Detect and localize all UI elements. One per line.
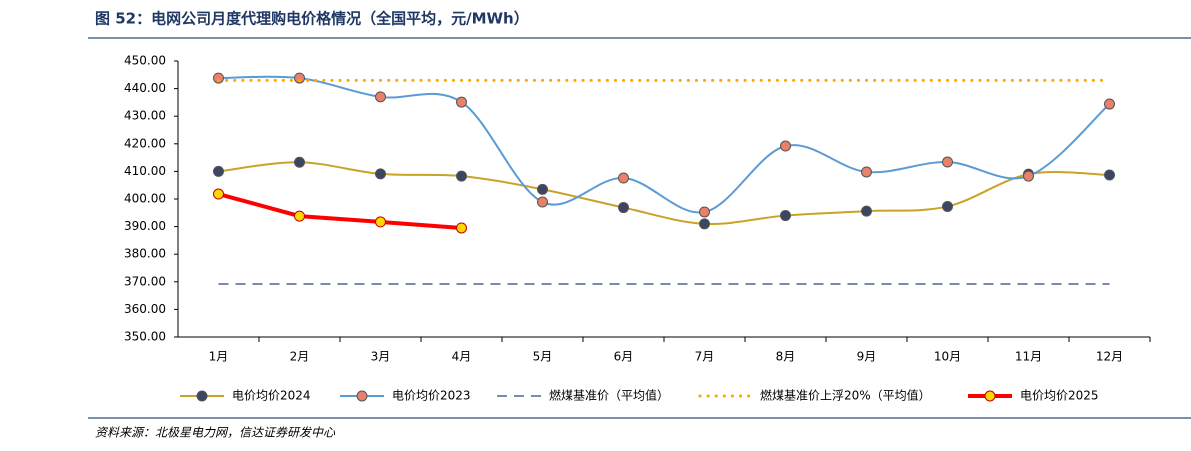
x-tick-label: 5月 [533,350,553,364]
data-point [780,140,791,152]
data-point [1104,98,1115,110]
x-tick-label: 11月 [1015,350,1042,364]
data-point [375,168,386,180]
data-point [294,210,305,222]
series-line [218,161,1110,225]
data-point [861,166,872,178]
legend-label: 燃煤基准价（平均值） [549,388,669,403]
data-point [213,188,224,200]
source-note: 资料来源：北极星电力网，信达证券研发中心 [95,426,336,440]
x-tick-label: 3月 [371,350,391,364]
y-tick-label: 430.00 [124,109,166,123]
legend-label: 燃煤基准价上浮20%（平均值） [760,388,931,403]
y-tick-label: 360.00 [124,302,166,316]
data-point [537,196,548,208]
data-point [537,183,548,195]
data-point [375,216,386,228]
data-point [456,96,467,108]
y-tick-label: 420.00 [124,136,166,150]
y-tick-label: 450.00 [124,54,166,68]
data-point [456,222,467,234]
data-point [213,165,224,177]
data-point [456,170,467,182]
data-point [294,156,305,168]
data-point [699,206,710,218]
data-point [942,200,953,212]
x-tick-label: 2月 [290,350,310,364]
legend-label: 电价均价2024 [232,389,311,403]
y-tick-label: 370.00 [124,274,166,288]
data-point [1023,170,1034,182]
y-tick-label: 380.00 [124,247,166,261]
x-tick-label: 9月 [857,350,877,364]
legend-label: 电价均价2025 [1020,389,1099,403]
x-tick-label: 10月 [934,350,961,364]
y-tick-label: 410.00 [124,164,166,178]
x-tick-label: 8月 [776,350,796,364]
x-tick-label: 4月 [452,350,472,364]
data-point [618,202,629,214]
x-tick-label: 6月 [614,350,634,364]
legend-marker [984,390,996,402]
y-tick-label: 390.00 [124,219,166,233]
data-point [1104,169,1115,181]
x-tick-label: 7月 [695,350,715,364]
legend-label: 电价均价2023 [392,389,471,403]
data-point [294,72,305,84]
series-line [218,75,1111,214]
x-tick-label: 1月 [209,350,229,364]
legend-marker [196,390,208,402]
data-point [699,218,710,230]
x-tick-label: 12月 [1096,350,1123,364]
y-tick-label: 440.00 [124,81,166,95]
data-point [861,205,872,217]
y-tick-label: 400.00 [124,192,166,206]
data-point [942,156,953,168]
legend-marker [356,390,368,402]
data-point [213,72,224,84]
data-point [375,91,386,103]
data-point [780,210,791,222]
y-tick-label: 350.00 [124,330,166,344]
data-point [618,172,629,184]
chart-title: 图 52：电网公司月度代理购电价格情况（全国平均，元/MWh） [95,10,529,28]
series-line [217,192,462,230]
